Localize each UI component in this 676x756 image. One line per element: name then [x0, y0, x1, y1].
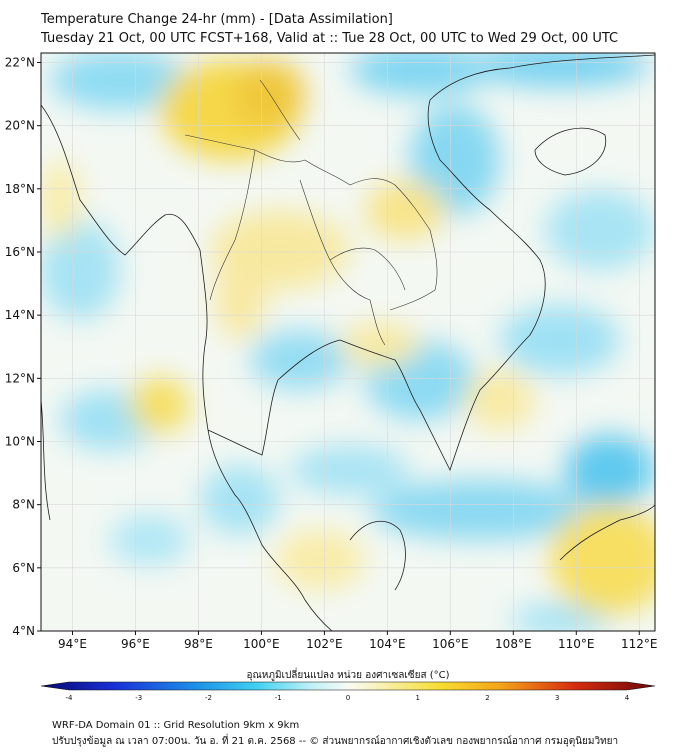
lat-tick-label: 20°N	[5, 119, 35, 133]
colorbar-tick-label: 4	[625, 694, 630, 702]
colorbar-tick-label: 2	[485, 694, 489, 702]
lat-tick-label: 22°N	[5, 55, 35, 69]
lon-tick-label: 96°E	[121, 637, 150, 651]
colorbar-ticks: -4 -3 -2 -1 0 1 2 3 4	[66, 694, 630, 702]
lon-tick-label: 104°E	[369, 637, 406, 651]
colorbar-tick-label: 0	[346, 694, 350, 702]
colorbar-tick-label: 3	[555, 694, 559, 702]
colorbar-tick-label: -1	[275, 694, 282, 702]
map-borders	[184, 79, 438, 346]
lon-tick-label: 98°E	[184, 637, 213, 651]
lon-tick-label: 100°E	[243, 637, 280, 651]
lat-tick-label: 12°N	[5, 371, 35, 385]
temperature-field	[41, 53, 655, 631]
map-title: Temperature Change 24-hr (mm) - [Data As…	[41, 12, 393, 27]
lon-tick-label: 110°E	[558, 637, 595, 651]
lon-tick-label: 108°E	[495, 637, 532, 651]
lon-tick-label: 102°E	[306, 637, 343, 651]
colorbar-tick-label: -3	[135, 694, 142, 702]
lat-tick-label: 18°N	[5, 182, 35, 196]
footer-credit: ปรับปรุงข้อมูล ณ เวลา 07:00น. วัน อ. ที่…	[52, 736, 619, 747]
colorbar-tick-label: -2	[205, 694, 212, 702]
lat-tick-label: 4°N	[12, 624, 35, 638]
lat-tick-label: 10°N	[5, 434, 35, 448]
map-coastlines	[41, 54, 655, 631]
map-axis-ticks: 94°E 96°E 98°E 100°E 102°E 104°E 106°E 108°E 110…	[5, 55, 658, 651]
lon-tick-label: 106°E	[432, 637, 469, 651]
map-frame	[40, 52, 656, 632]
lon-tick-label: 112°E	[621, 637, 658, 651]
map-plot-area	[41, 53, 655, 631]
map-gridlines	[41, 53, 655, 631]
lat-tick-label: 16°N	[5, 245, 35, 259]
colorbar-tick-label: -4	[66, 694, 74, 702]
footer-model-info: WRF-DA Domain 01 :: Grid Resolution 9km …	[52, 720, 300, 731]
lon-tick-label: 94°E	[58, 637, 87, 651]
lat-tick-label: 14°N	[5, 308, 35, 322]
lat-tick-label: 6°N	[12, 561, 35, 575]
colorbar-label: อุณหภูมิเปลี่ยนแปลง หน่วย องศาเซลเซียส (…	[246, 667, 449, 681]
map-subtitle: Tuesday 21 Oct, 00 UTC FCST+168, Valid a…	[41, 31, 619, 46]
colorbar	[40, 681, 656, 691]
lat-tick-label: 8°N	[12, 498, 35, 512]
colorbar-tick-label: 1	[416, 694, 420, 702]
